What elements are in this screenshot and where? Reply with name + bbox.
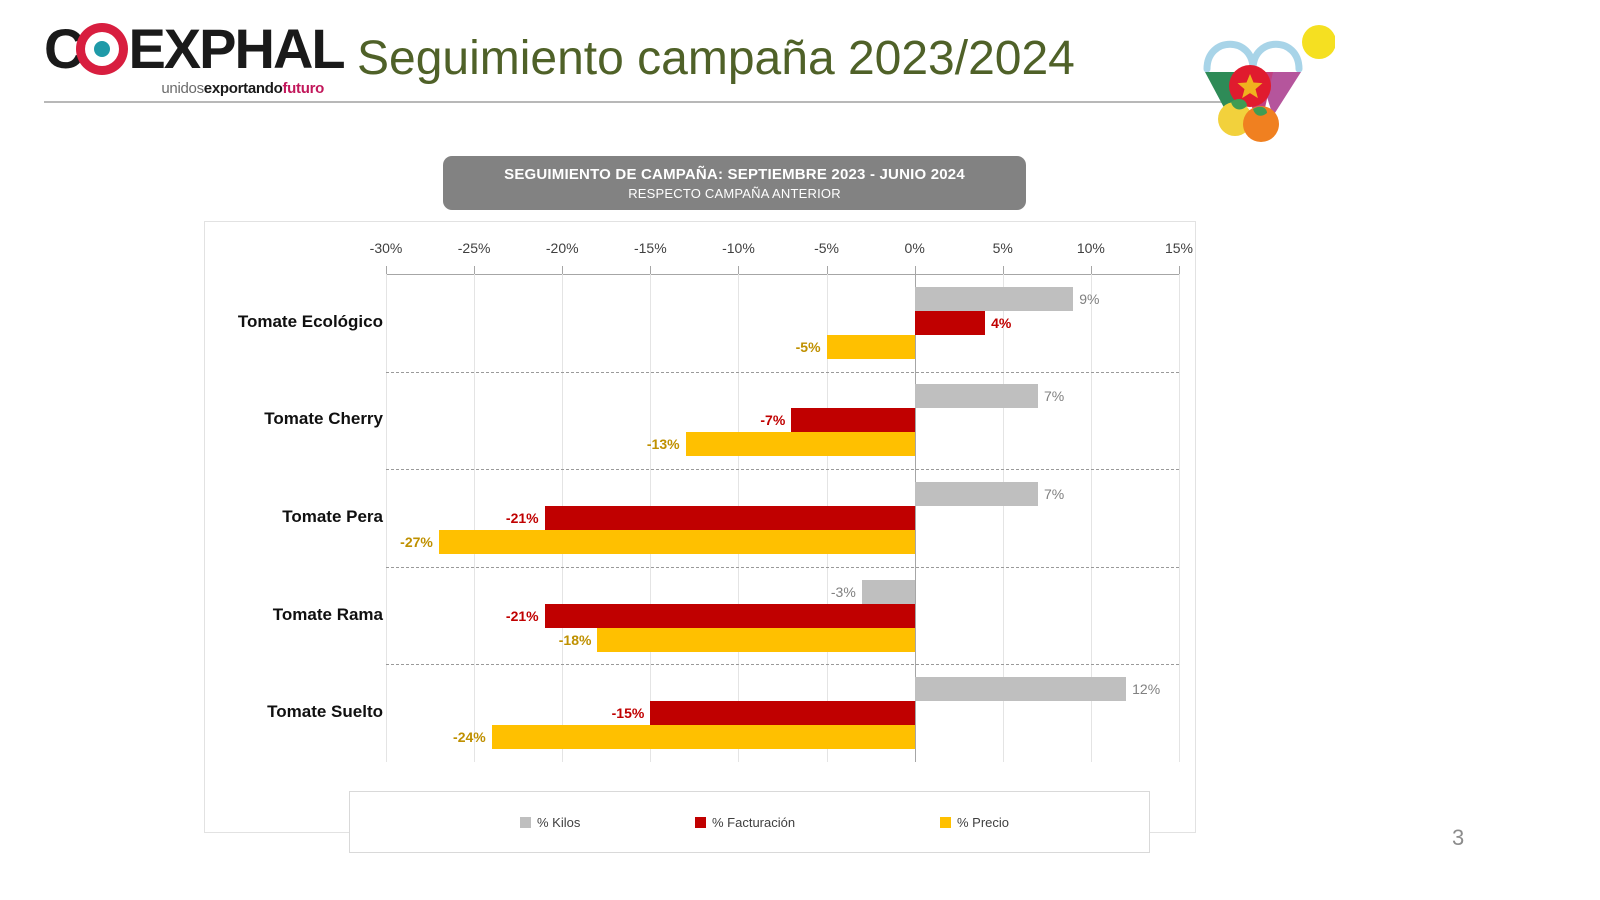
bar-precio[interactable]	[826, 334, 915, 359]
x-tick-label: -15%	[633, 240, 667, 256]
legend-swatch-icon	[520, 816, 531, 828]
legend-label: % Facturación	[712, 814, 796, 830]
bar-value-label: -15%	[611, 705, 645, 722]
heart-basket-icon	[1203, 25, 1335, 146]
category-label: Tomate Suelto	[267, 702, 383, 722]
legend-label: % Kilos	[537, 814, 581, 830]
cultivos-de-invernadero-logo: CULTIVOS DE INVERNADERO	[1195, 14, 1585, 154]
bar-kilos[interactable]	[861, 579, 915, 604]
bar-kilos[interactable]	[914, 482, 1038, 506]
x-tick-label: -5%	[814, 240, 839, 256]
page-title: Seguimiento campaña 2023/2024	[357, 32, 1075, 85]
x-tick-mark	[1002, 266, 1004, 274]
bar-value-label: -21%	[505, 510, 539, 526]
plot-area: 9% 4% -5% 7% -7% -13% 7% -21% -27% -3% -21% -18% 12%…	[386, 274, 1180, 762]
bar-value-label: 9%	[1079, 290, 1100, 307]
bar-precio[interactable]	[438, 530, 915, 554]
bar-value-label: 7%	[1044, 388, 1065, 405]
x-tick-label: -20%	[545, 240, 579, 256]
x-tick-label: -10%	[722, 240, 755, 256]
x-tick-mark	[650, 266, 652, 274]
x-gridline	[914, 274, 916, 762]
tagline-futuro: futuro	[282, 80, 324, 97]
bar-kilos[interactable]	[914, 677, 1127, 702]
x-tick-label: 0%	[904, 240, 925, 256]
tagline-unidos: unidos	[161, 80, 204, 97]
x-tick-label: -25%	[457, 240, 491, 256]
x-tick-label: 5%	[992, 240, 1013, 256]
category-separator	[386, 664, 1179, 666]
bar-facturacion[interactable]	[544, 506, 915, 530]
legend-item[interactable]: % Precio	[940, 815, 1009, 830]
category-separator	[386, 566, 1179, 568]
bar-value-label: -21%	[505, 607, 539, 624]
x-gridline	[1090, 274, 1092, 762]
page-number: 3	[1452, 825, 1465, 850]
x-gridline	[474, 274, 476, 762]
category-label: Tomate Cherry	[264, 409, 383, 429]
x-tick-mark	[738, 266, 740, 274]
bar-value-label: -5%	[795, 338, 821, 355]
bar-facturacion[interactable]	[791, 408, 915, 433]
bar-precio[interactable]	[491, 725, 915, 750]
coexphal-logo: C EXPHAL unidosexportandofuturo	[44, 21, 346, 100]
plot-top-border	[386, 274, 1179, 275]
coexphal-wordmark: C EXPHAL	[44, 21, 346, 77]
x-tick-mark	[1090, 266, 1092, 274]
x-tick-mark	[914, 266, 916, 274]
x-tick-mark	[826, 266, 828, 274]
bar-facturacion[interactable]	[544, 603, 915, 628]
category-label: Tomate Ecológico	[237, 311, 383, 331]
bar-value-label: -18%	[558, 631, 592, 648]
x-tick-label: -30%	[369, 240, 403, 256]
slide-header: C EXPHAL unidosexportandofuturo Seguimie…	[0, 0, 1600, 146]
bar-value-label: -27%	[400, 534, 433, 550]
x-tick-mark	[1179, 266, 1180, 274]
x-gridline	[1002, 274, 1004, 762]
x-gridline	[386, 274, 387, 762]
x-tick-mark	[562, 266, 564, 274]
bar-kilos[interactable]	[914, 384, 1038, 409]
category-label: Tomate Pera	[282, 507, 383, 526]
category-separator	[386, 371, 1179, 373]
legend-swatch-icon	[695, 816, 706, 828]
legend-item[interactable]: % Facturación	[695, 815, 795, 830]
category-label: Tomate Rama	[272, 604, 383, 624]
chart-container: Tomate Ecológico Tomate Cherry Tomate Pera…	[204, 221, 1196, 833]
chart-legend: % Kilos % Facturación % Precio	[349, 791, 1150, 853]
bar-precio[interactable]	[685, 432, 915, 457]
bar-value-label: 7%	[1044, 486, 1065, 502]
banner-title: SEGUIMIENTO DE CAMPAÑA: SEPTIEMBRE 2023 …	[504, 165, 965, 183]
tagline-exportando: exportando	[203, 80, 283, 97]
legend-label: % Precio	[957, 814, 1010, 830]
legend-item[interactable]: % Kilos	[520, 815, 580, 830]
category-separator	[386, 469, 1179, 471]
bar-value-label: 12%	[1132, 681, 1161, 698]
bar-kilos[interactable]	[914, 286, 1074, 311]
bar-value-label: -24%	[453, 729, 486, 746]
bar-precio[interactable]	[597, 627, 915, 652]
coexphal-target-o-icon	[76, 23, 129, 75]
bar-value-label: 4%	[991, 314, 1012, 331]
bar-value-label: -7%	[760, 412, 786, 429]
header-divider	[44, 101, 1224, 103]
campaign-banner: SEGUIMIENTO DE CAMPAÑA: SEPTIEMBRE 2023 …	[443, 156, 1026, 210]
coexphal-tagline: unidosexportandofuturo	[92, 80, 324, 97]
x-tick-label: 10%	[1076, 240, 1105, 256]
bar-facturacion[interactable]	[650, 701, 915, 726]
x-gridline	[1179, 274, 1180, 762]
legend-swatch-icon	[940, 816, 951, 828]
bar-value-label: -13%	[646, 436, 680, 453]
category-axis-labels: Tomate Ecológico Tomate Cherry Tomate Pera…	[205, 274, 383, 762]
x-tick-mark	[386, 266, 387, 274]
coexphal-letters-rest: EXPHAL	[128, 17, 345, 80]
x-tick-mark	[474, 266, 476, 274]
bar-facturacion[interactable]	[914, 310, 986, 335]
x-tick-label: 15%	[1164, 240, 1194, 256]
banner-subtitle: RESPECTO CAMPAÑA ANTERIOR	[628, 185, 841, 201]
bar-value-label: -3%	[830, 583, 856, 600]
